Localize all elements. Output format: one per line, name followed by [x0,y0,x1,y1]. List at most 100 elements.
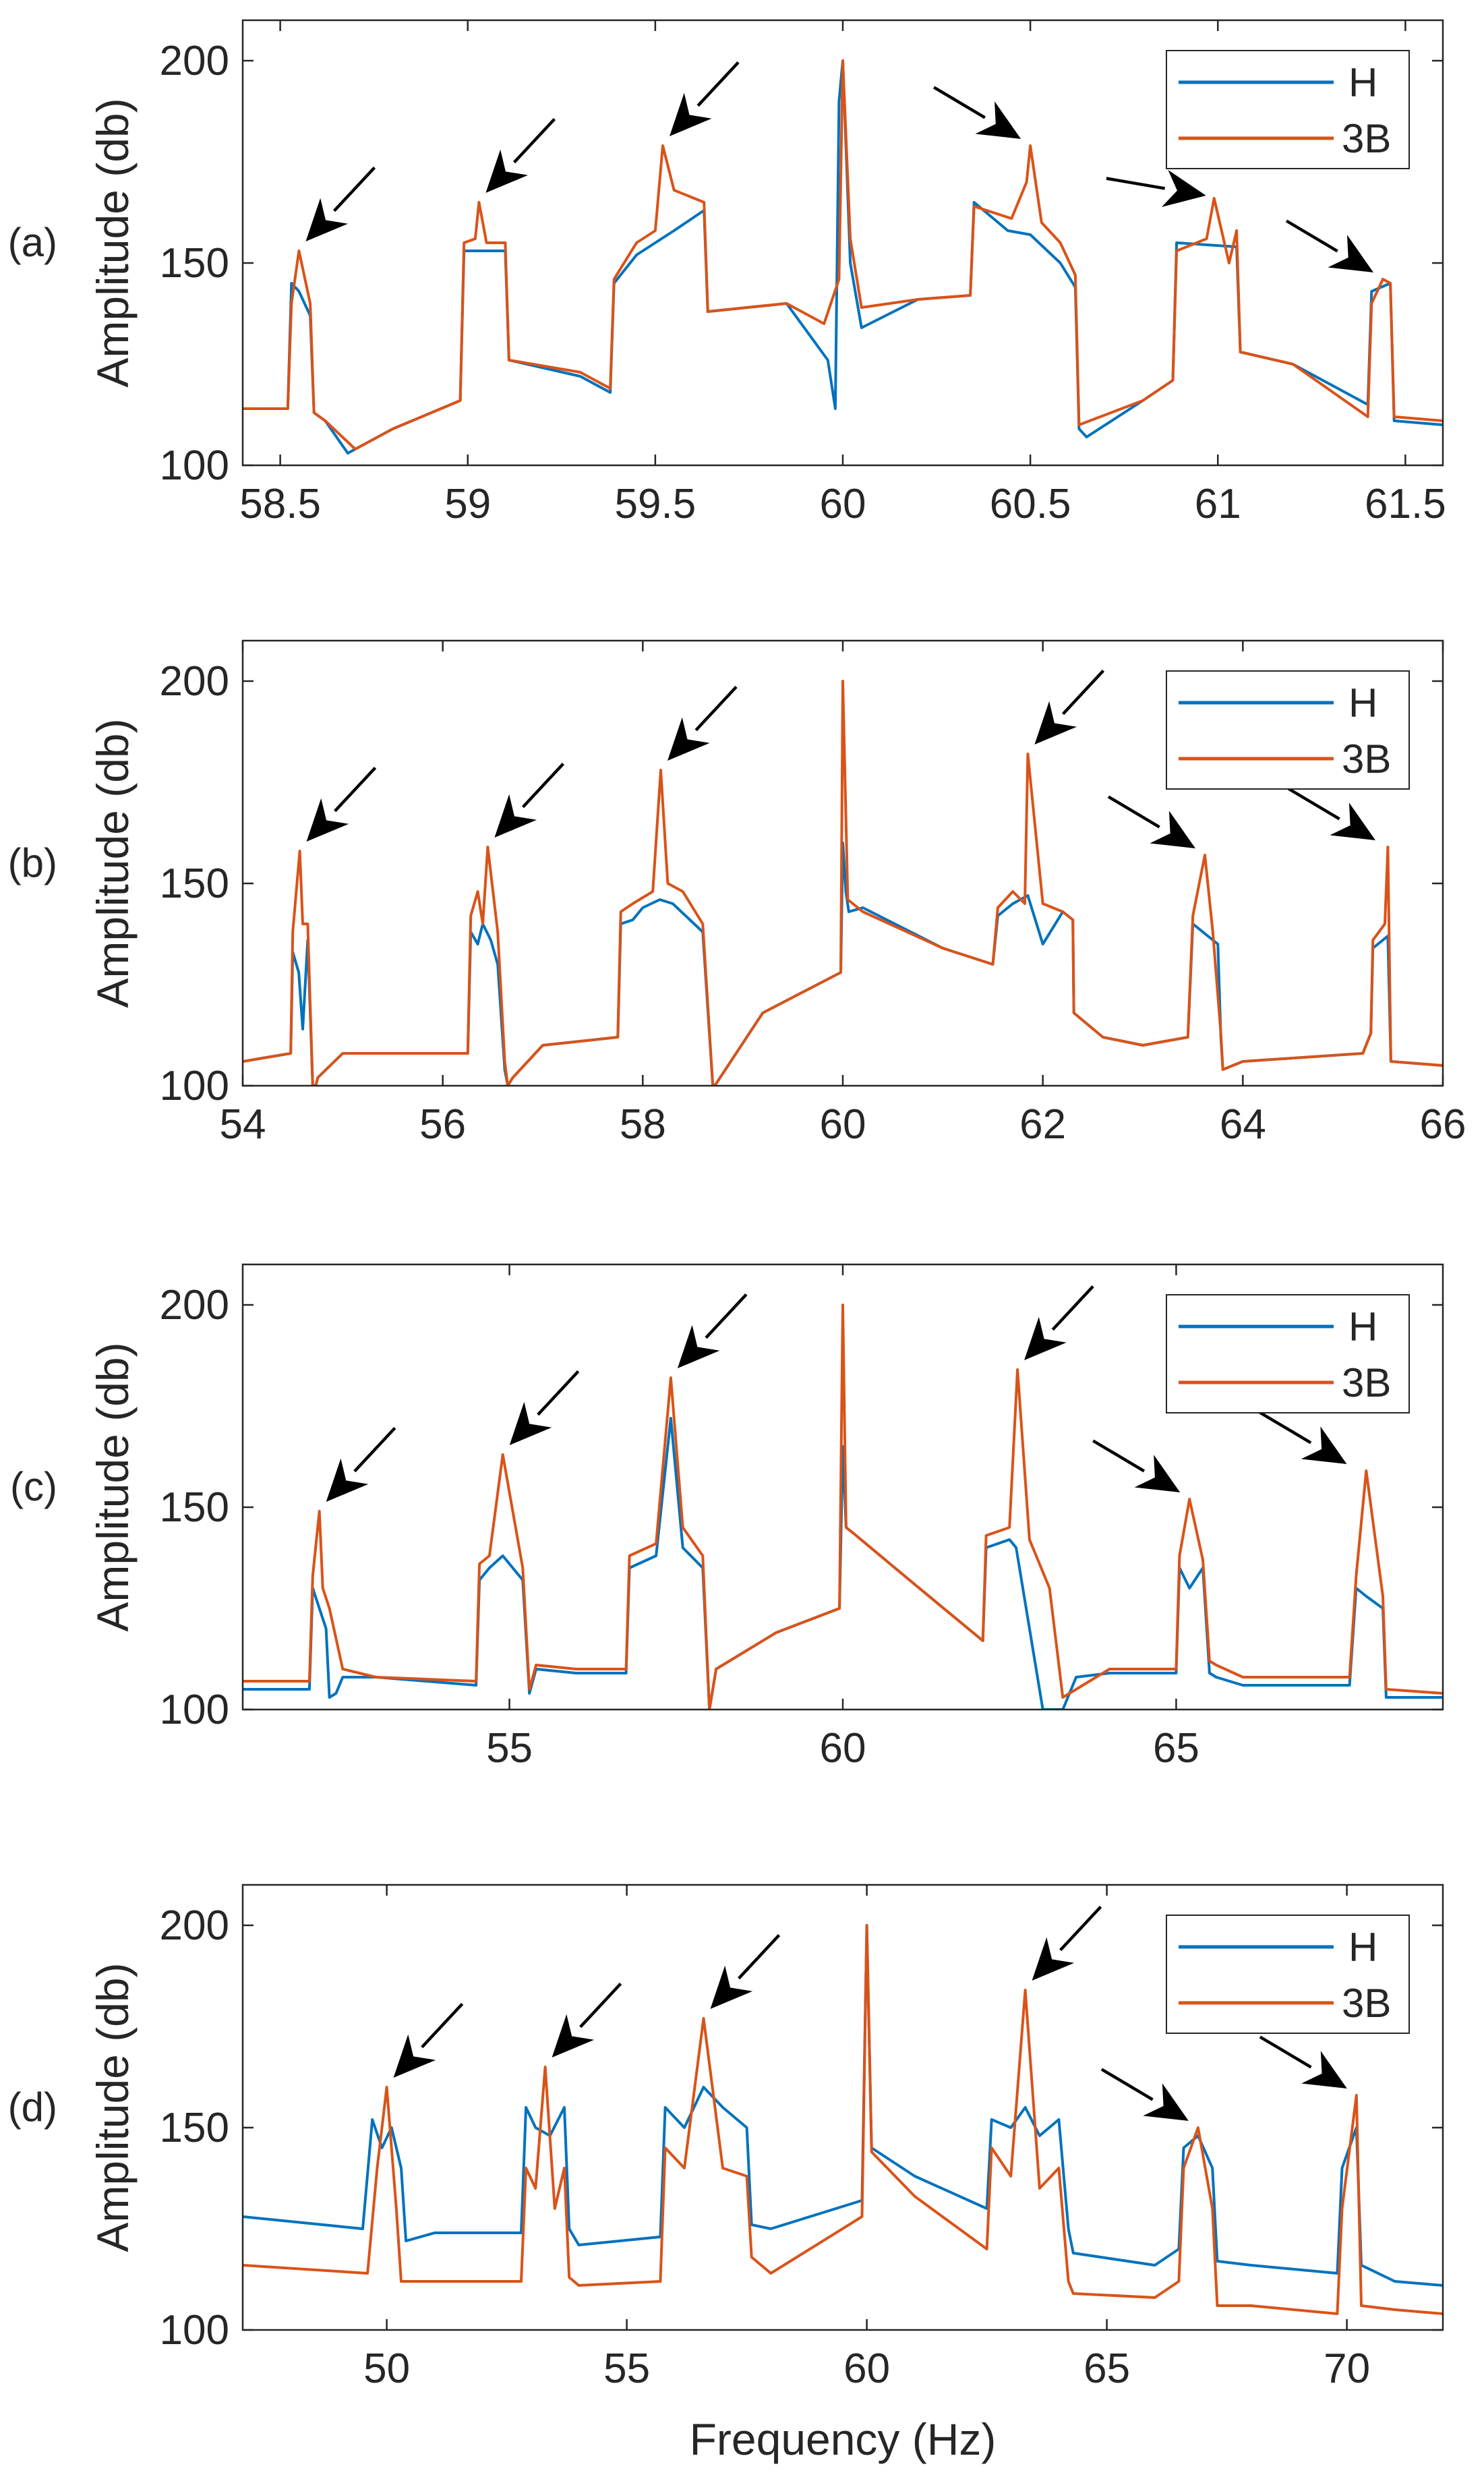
arrow-head [670,92,712,136]
legend-d: H 3B [1166,1915,1410,2034]
annotation-arrow-c [1259,1411,1347,1464]
legend-label-h-d: H [1348,1925,1377,1970]
annotation-arrow-c [1092,1439,1181,1492]
panel-label-c: (c) [10,1464,57,1509]
annotation-arrow-b [1287,787,1375,840]
arrow-shaft [1106,177,1166,190]
legend-box-a [1166,50,1410,169]
arrow-shaft [1061,669,1105,716]
series-group-b [243,680,1443,1086]
annotation-arrow-d [1032,1905,1102,1981]
plot-layer-b: 54 56 58 60 62 64 66 100 150 200 [160,639,1466,1148]
y-axis-title-d: Amplitude (db) [88,1962,138,2252]
annotation-arrow-b [306,766,377,842]
annotation-arrow-d [710,1933,781,2009]
panel-label-d: (d) [8,2084,57,2130]
arrow-head [1032,1937,1075,1981]
annotation-arrow-a [670,61,740,136]
arrow-shaft [421,2002,464,2049]
annotation-arrow-b [1034,669,1105,745]
panel-d: 50 55 60 65 70 100 150 200 (d) Amplitude (db) H… [8,1884,1444,2392]
series-line-3b-d [243,1924,1443,2315]
arrow-head [667,717,710,761]
arrow-shaft [1259,2035,1312,2069]
arrow-shaft [1092,1439,1146,1473]
x-tick-label-b: 58 [620,1101,666,1148]
legend-box-c [1166,1294,1410,1413]
arrow-head [393,2034,436,2078]
legend-label-h-a: H [1348,60,1377,105]
series-group-a [243,59,1443,455]
y-axis-title-a: Amplitude (db) [88,98,138,387]
x-tick-label-d: 70 [1324,2345,1370,2392]
annotation-arrow-d [1259,2035,1347,2089]
arrow-shaft [537,1370,580,1416]
arrow-shaft [521,762,565,809]
arrow-head [509,1401,552,1445]
series-line-h-b [243,842,1443,1086]
x-tick-label-a: 59 [444,481,491,527]
annotation-arrow-a [1106,169,1206,208]
legend-b: H 3B [1166,670,1410,790]
x-tick-label-b: 54 [220,1101,266,1148]
series-line-3b-c [243,1304,1443,1710]
plot-layer-c: 55 60 65 100 150 200 [160,1263,1444,1772]
y-axis-title-b: Amplitude (db) [88,718,138,1008]
arrow-shaft [1287,787,1340,821]
arrow-head [1134,1455,1181,1492]
x-tick-label-a: 61.5 [1365,481,1446,527]
y-tick-label-d: 150 [160,2105,229,2151]
arrow-head [975,101,1021,139]
legend-a: H 3B [1166,50,1410,169]
arrow-shaft [932,86,986,119]
panel-c: 55 60 65 100 150 200 (c) Amplitude (db) H 3B [10,1263,1444,1772]
annotation-arrow-a [485,117,556,193]
arrow-head [1150,811,1195,848]
series-line-h-c [243,1417,1443,1710]
y-tick-label-a: 150 [160,240,229,287]
arrow-shaft [696,61,740,107]
arrow-shaft [1051,1285,1094,1331]
x-tick-label-b: 62 [1019,1101,1066,1148]
annotation-arrow-d [1100,2068,1189,2121]
arrow-shaft [1059,1905,1102,1952]
y-tick-label-b: 150 [160,860,229,907]
series-group-d [243,1924,1443,2315]
annotation-arrow-d [552,1982,622,2057]
y-tick-label-d: 200 [160,1902,229,1949]
legend-box-b [1166,670,1410,790]
legend-box-d [1166,1915,1410,2034]
y-tick-label-b: 100 [160,1063,229,1109]
x-axis-title: Frequency (Hz) [690,2414,997,2464]
annotation-arrow-b [494,762,565,838]
arrow-shaft [738,1933,781,1980]
x-tick-label-b: 56 [419,1101,466,1148]
x-tick-label-d: 65 [1084,2345,1130,2392]
arrow-shaft [579,1982,622,2028]
plot-layer-a: 58.5 59 59.5 60 60.5 61 61.5 100 150 200 [160,19,1446,527]
y-tick-label-c: 200 [160,1282,229,1329]
panel-label-b: (b) [8,840,57,885]
arrow-head [1301,2051,1347,2089]
arrow-head [1143,2083,1189,2121]
arrow-shaft [332,166,376,212]
arrow-shaft [1107,795,1160,829]
x-tick-label-c: 60 [820,1725,866,1772]
x-tick-label-d: 50 [363,2345,410,2392]
arrow-shaft [1259,1411,1312,1444]
series-line-3b-b [243,680,1443,1086]
arrow-head [677,1324,720,1368]
panel-a: 58.5 59 59.5 60 60.5 61 61.5 100 150 200 (a) Ampl… [8,19,1446,527]
y-tick-label-a: 200 [160,38,229,84]
arrow-head [1024,1316,1067,1360]
annotation-arrow-c [509,1370,580,1445]
series-line-3b-a [243,59,1443,450]
arrow-head [306,798,349,842]
legend-label-3b-b: 3B [1342,736,1391,782]
y-tick-label-d: 100 [160,2307,229,2354]
arrow-head [710,1965,753,2009]
arrow-head [552,2014,595,2057]
x-tick-label-b: 60 [820,1101,866,1148]
x-tick-label-c: 65 [1153,1725,1199,1772]
